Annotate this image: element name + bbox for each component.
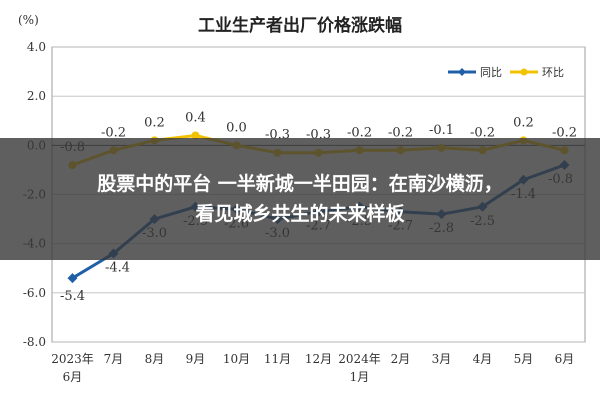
headline-line-2[interactable]: 看见城乡共生的未来样板 [195, 203, 405, 225]
x-tick-label: 6月 [555, 352, 575, 366]
yoy-data-label: -4.4 [105, 261, 130, 276]
yoy-data-label: -5.4 [60, 289, 85, 304]
x-tick-label: 11月 [264, 352, 291, 366]
y-unit-label: (%) [18, 13, 39, 27]
legend: 同比 环比 [448, 66, 564, 79]
x-tick-label: 2024年 [338, 352, 381, 366]
x-tick-label: 2月 [391, 352, 411, 366]
mom-point [191, 131, 200, 140]
x-axis-ticks: 2023年 6月 7月 8月 9月 10月 11月 12月 2024年 1月 2月 3月 4月 5月 6月 [51, 352, 574, 384]
x-tick-label: 12月 [305, 352, 332, 366]
mom-data-label: 0.4 [185, 111, 206, 126]
x-tick-label: 9月 [186, 352, 206, 366]
mom-data-label: 0.2 [513, 115, 534, 130]
x-tick-label: 4月 [473, 352, 493, 366]
x-tick-label: 10月 [223, 352, 250, 366]
y-tick-label: -8.0 [23, 335, 46, 349]
chart-title: 工业生产者出厂价格涨跌幅 [198, 15, 402, 36]
mom-data-label: -0.2 [552, 125, 577, 140]
headline-overlay-banner[interactable]: 股票中的平台 一半新城一半田园：在南沙横沥， 看见城乡共生的未来样板 [0, 138, 600, 260]
mom-data-label: 0.0 [226, 120, 247, 135]
legend-swatch-marker [458, 68, 466, 76]
mom-data-label: -0.1 [429, 123, 454, 138]
x-tick-label: 8月 [145, 352, 165, 366]
legend-swatch-marker [520, 68, 528, 76]
headline-line-1[interactable]: 股票中的平台 一半新城一半田园：在南沙横沥， [97, 173, 503, 195]
x-tick-label: 1月 [350, 370, 370, 384]
x-tick-label: 3月 [432, 352, 452, 366]
y-tick-label: 4.0 [27, 40, 46, 54]
mom-data-label: -0.2 [470, 125, 495, 140]
yoy-point [67, 273, 78, 284]
legend-label: 环比 [542, 66, 564, 79]
x-tick-label: 5月 [514, 352, 534, 366]
mom-data-label: -0.2 [347, 125, 372, 140]
mom-data-label: -0.2 [388, 125, 413, 140]
mom-data-label: -0.2 [101, 125, 126, 140]
y-tick-label: 2.0 [27, 89, 46, 103]
y-tick-label: -6.0 [23, 286, 46, 300]
x-tick-label: 2023年 [51, 352, 94, 366]
legend-label: 同比 [480, 66, 502, 79]
mom-data-label: 0.2 [144, 115, 165, 130]
x-tick-label: 7月 [104, 352, 124, 366]
x-tick-label: 6月 [63, 370, 83, 384]
